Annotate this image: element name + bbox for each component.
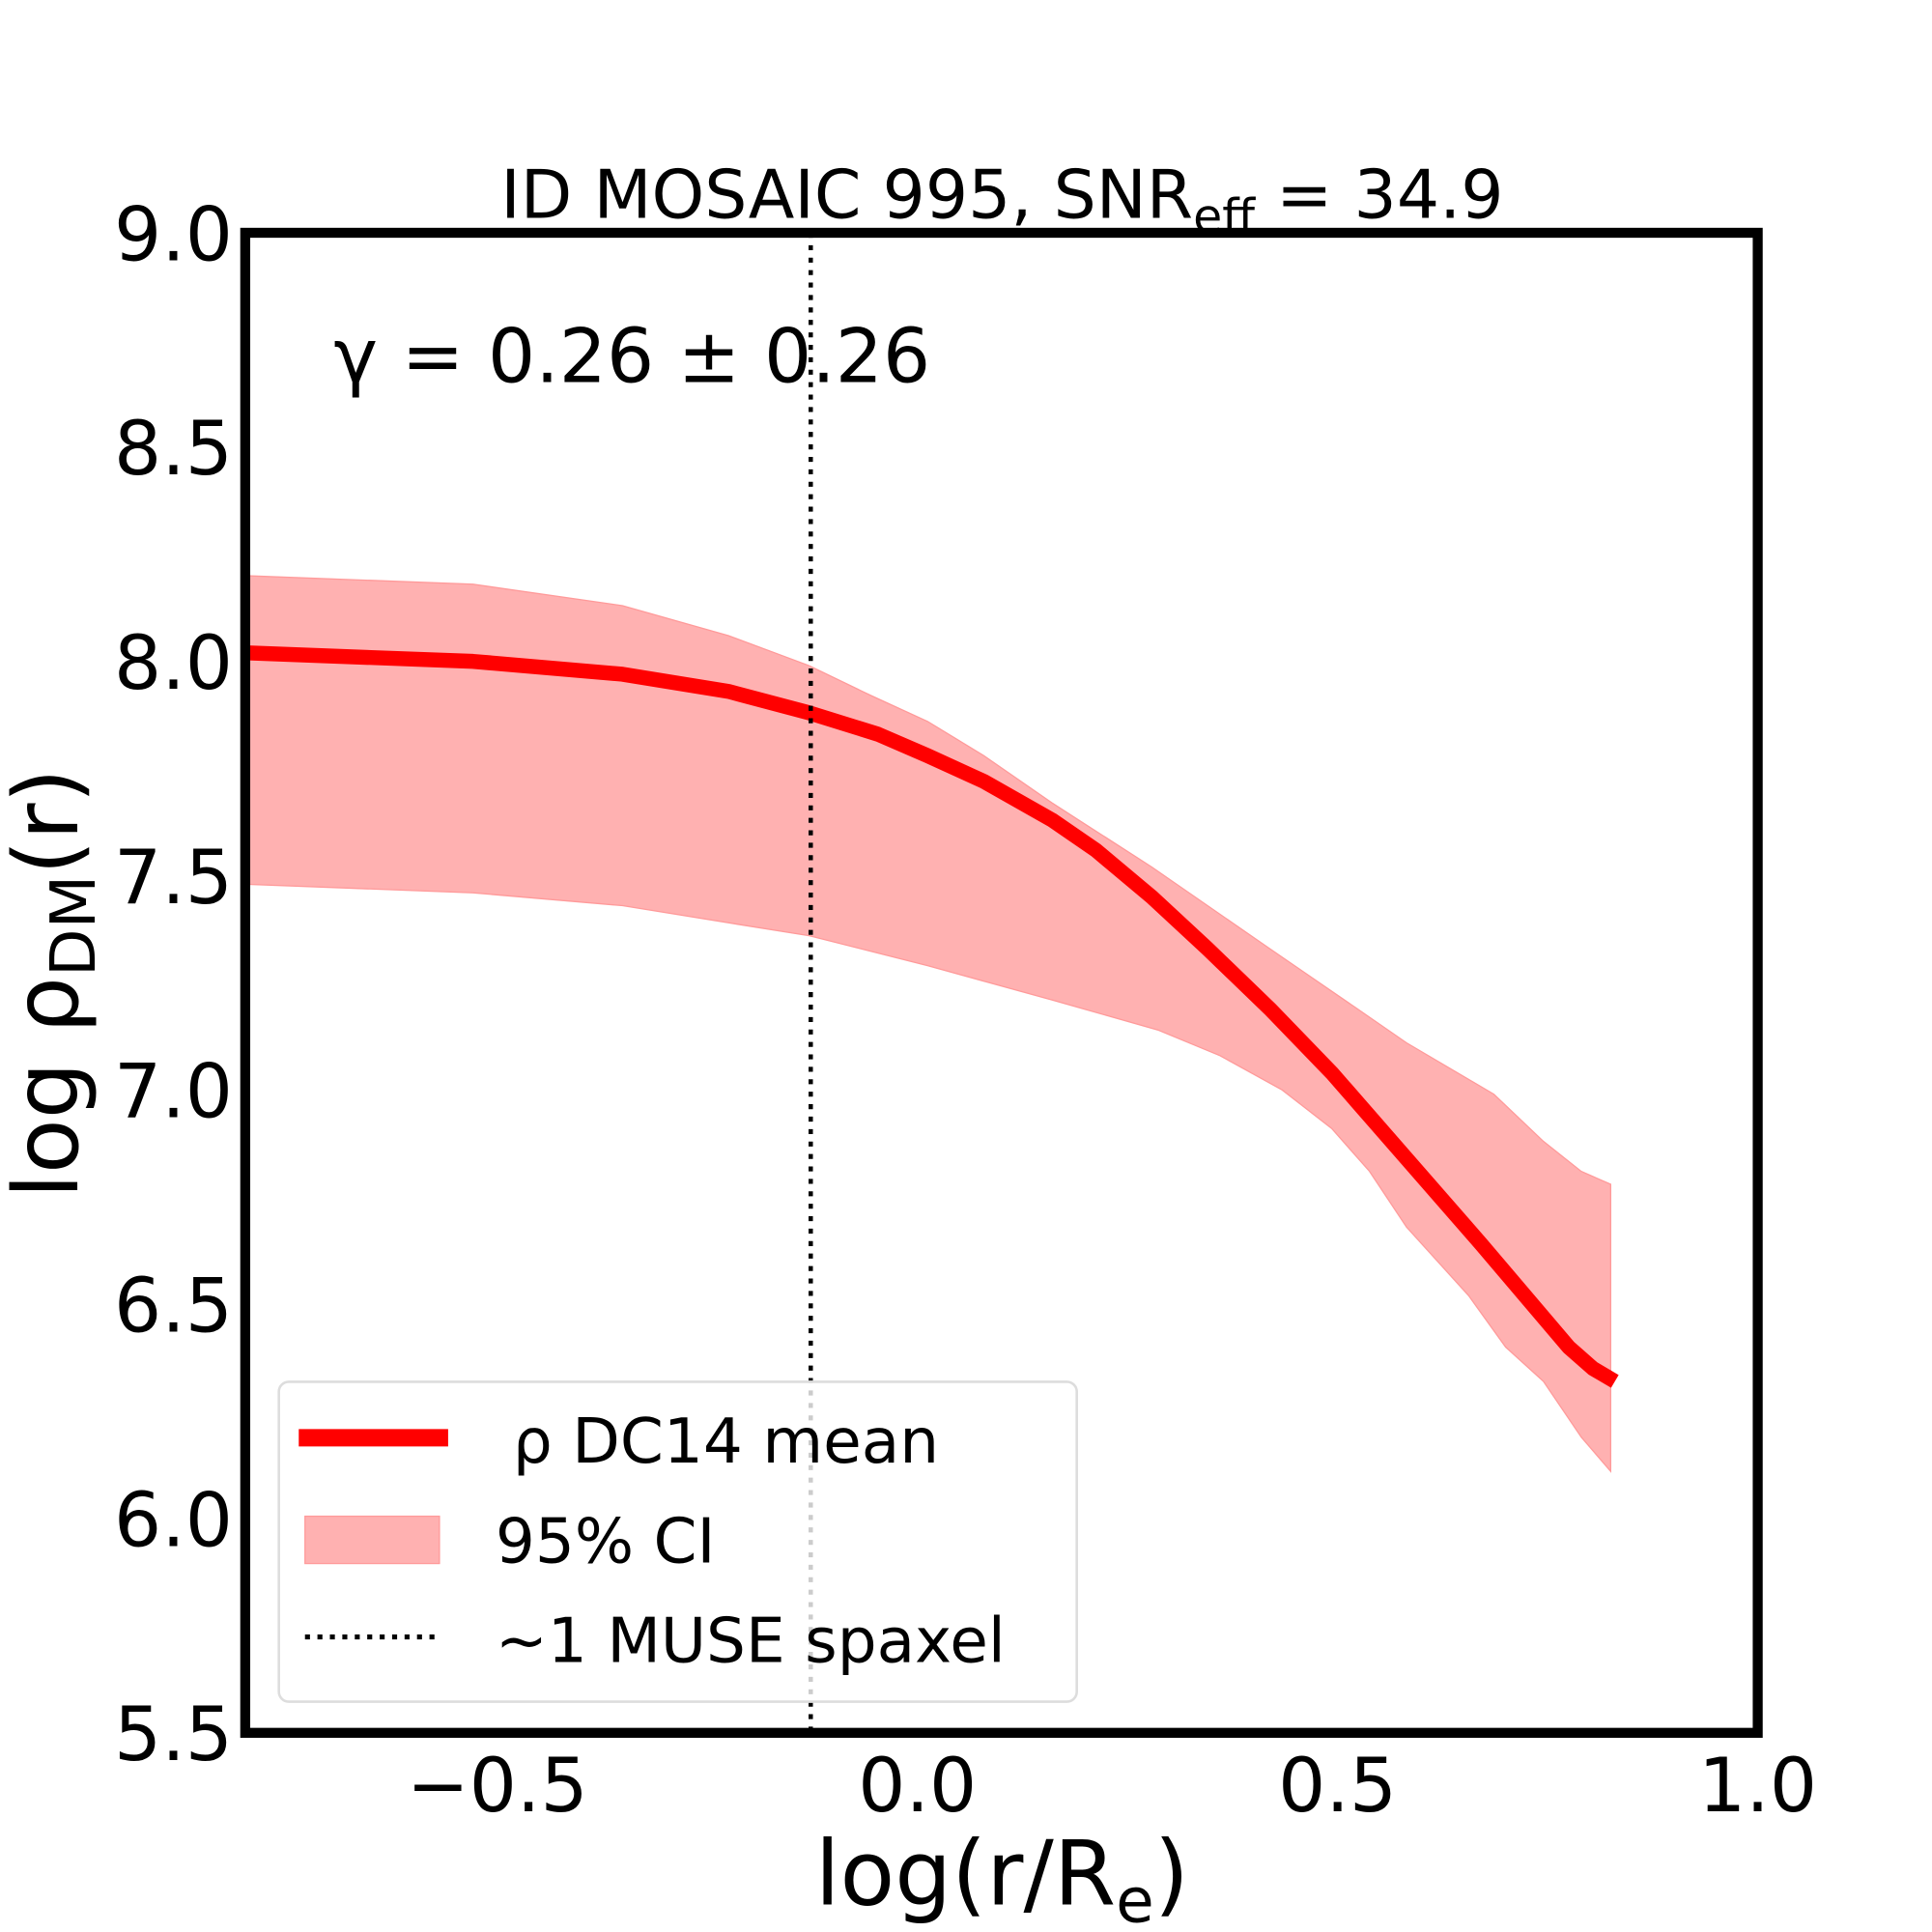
y-tick-label: 5.5: [114, 1691, 233, 1778]
y-tick-label: 7.5: [114, 835, 233, 922]
plot-area: −0.5 0.0 0.5 1.0 5.5 6.0 6.5 7.0 7.5 8.0 8.5 9.0: [114, 191, 1817, 1830]
legend-vline-label: ~1 MUSE spaxel: [496, 1605, 1006, 1677]
x-tick-label: 1.0: [1698, 1743, 1817, 1830]
ci-band: [244, 575, 1612, 1473]
x-axis-label: log(r/Re): [815, 1822, 1189, 1932]
y-tick-label: 7.0: [114, 1049, 233, 1136]
y-tick-label: 6.0: [114, 1477, 233, 1564]
y-tick-label: 9.0: [114, 191, 233, 278]
x-tick-label: −0.5: [407, 1743, 588, 1830]
legend-ci-label: 95% CI: [496, 1505, 716, 1577]
x-tick-label: 0.5: [1278, 1743, 1397, 1830]
legend: ρ DC14 mean 95% CI ~1 MUSE spaxel: [277, 1380, 1078, 1703]
y-tick-label: 8.0: [114, 620, 233, 707]
legend-ci-swatch: [304, 1515, 440, 1565]
y-axis-label: log ρDM(r): [0, 768, 110, 1199]
y-tick-label: 6.5: [114, 1263, 233, 1350]
chart-title: ID MOSAIC 995, SNReff = 34.9: [500, 156, 1503, 244]
axes-frame: [240, 227, 1763, 1738]
y-tick-label: 8.5: [114, 406, 233, 493]
legend-frame: [277, 1380, 1078, 1703]
legend-mean-label: ρ DC14 mean: [513, 1406, 939, 1478]
gamma-annotation: γ = 0.26 ± 0.26: [333, 314, 930, 401]
x-tick-label: 0.0: [858, 1743, 977, 1830]
mean-line: [244, 645, 1619, 1388]
